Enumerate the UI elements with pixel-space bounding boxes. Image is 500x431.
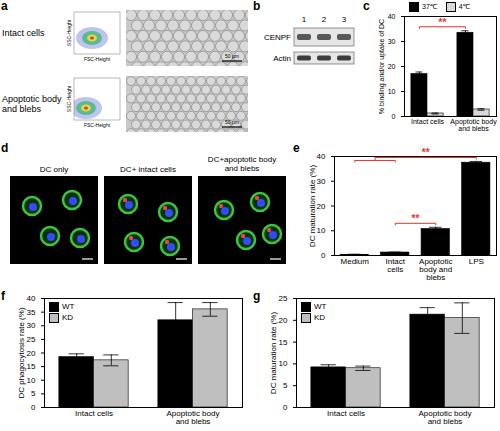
- svg-text:Apoptotic bodyand blebs: Apoptotic bodyand blebs: [419, 409, 472, 426]
- html-text:d: d: [1, 141, 9, 155]
- svg-text:FSC-Height: FSC-Height: [84, 122, 111, 128]
- svg-text:15: 15: [279, 338, 288, 347]
- html-text:37℃: 37℃: [422, 3, 438, 10]
- svg-text:0: 0: [283, 403, 288, 412]
- svg-text:5: 5: [283, 381, 288, 390]
- html-text:WT: WT: [314, 302, 327, 311]
- html-text:g: g: [253, 289, 261, 303]
- html-text:b: b: [253, 0, 261, 13]
- svg-text:0: 0: [31, 403, 36, 412]
- svg-text:Intactcells: Intactcells: [385, 257, 405, 274]
- svg-text:DC maturation rate (%): DC maturation rate (%): [269, 312, 278, 395]
- svg-text:5: 5: [31, 389, 36, 398]
- svg-text:DC phagocytosis rate (%): DC phagocytosis rate (%): [17, 307, 26, 398]
- svg-text:**: **: [412, 213, 420, 224]
- html-text:KD: KD: [62, 313, 74, 322]
- svg-text:DC+apoptotic bodyand blebs: DC+apoptotic bodyand blebs: [208, 155, 276, 173]
- svg-text:50 μm: 50 μm: [225, 119, 239, 125]
- svg-text:10: 10: [317, 226, 326, 235]
- svg-text:25: 25: [27, 335, 36, 344]
- svg-text:0: 0: [392, 113, 396, 120]
- svg-text:Medium: Medium: [341, 257, 370, 266]
- html-text:e: e: [293, 141, 300, 155]
- svg-text:2: 2: [322, 15, 327, 24]
- svg-text:30: 30: [388, 38, 396, 45]
- svg-text:10: 10: [388, 88, 396, 95]
- svg-text:30: 30: [27, 321, 36, 330]
- html-text:f: f: [1, 289, 5, 303]
- svg-text:Apoptotic bodyand blebs: Apoptotic bodyand blebs: [2, 94, 62, 114]
- svg-text:DC+ intact cells: DC+ intact cells: [120, 165, 176, 174]
- svg-text:Intact cells: Intact cells: [327, 409, 365, 418]
- svg-text:Intact cells: Intact cells: [75, 409, 113, 418]
- svg-text:Apoptoticbody andblebs: Apoptoticbody andblebs: [419, 257, 452, 282]
- svg-text:Intact cells: Intact cells: [2, 28, 45, 38]
- svg-text:35: 35: [27, 308, 36, 317]
- svg-text:10: 10: [279, 359, 288, 368]
- svg-text:20: 20: [317, 202, 326, 211]
- svg-text:LPS: LPS: [469, 257, 484, 266]
- svg-text:40: 40: [388, 13, 396, 20]
- svg-text:20: 20: [27, 349, 36, 358]
- html-text:a: a: [1, 0, 8, 13]
- svg-text:0: 0: [321, 251, 326, 260]
- svg-text:20: 20: [279, 316, 288, 325]
- svg-text:Intact cells: Intact cells: [411, 118, 445, 125]
- svg-text:DC maturation rate (%): DC maturation rate (%): [308, 165, 317, 248]
- svg-text:15: 15: [27, 362, 36, 371]
- svg-text:Apoptotic bodyand blebs: Apoptotic bodyand blebs: [450, 118, 497, 132]
- html-text:c: c: [363, 0, 370, 13]
- svg-text:DC only: DC only: [40, 165, 68, 174]
- svg-text:**: **: [439, 17, 447, 28]
- html-text:4℃: 4℃: [458, 3, 471, 10]
- svg-text:CENPF: CENPF: [264, 33, 291, 42]
- svg-text:% binding and/or uptake of DC: % binding and/or uptake of DC: [378, 19, 386, 114]
- html-text:KD: KD: [314, 313, 326, 322]
- svg-text:30: 30: [317, 177, 326, 186]
- svg-text:20: 20: [388, 63, 396, 70]
- svg-text:40: 40: [317, 152, 326, 161]
- svg-text:SSC-Height: SSC-Height: [66, 19, 72, 46]
- svg-text:1: 1: [302, 15, 307, 24]
- svg-text:40: 40: [27, 294, 36, 303]
- svg-text:25: 25: [279, 294, 288, 303]
- svg-text:3: 3: [342, 15, 347, 24]
- svg-text:Actin: Actin: [273, 54, 291, 63]
- svg-text:10: 10: [27, 376, 36, 385]
- svg-text:50 μm: 50 μm: [225, 53, 239, 59]
- svg-text:FSC-Height: FSC-Height: [84, 56, 111, 62]
- html-text:WT: WT: [62, 302, 75, 311]
- svg-text:SSC-Height: SSC-Height: [66, 85, 72, 112]
- svg-text:Apoptotic bodyand blebs: Apoptotic bodyand blebs: [167, 409, 220, 426]
